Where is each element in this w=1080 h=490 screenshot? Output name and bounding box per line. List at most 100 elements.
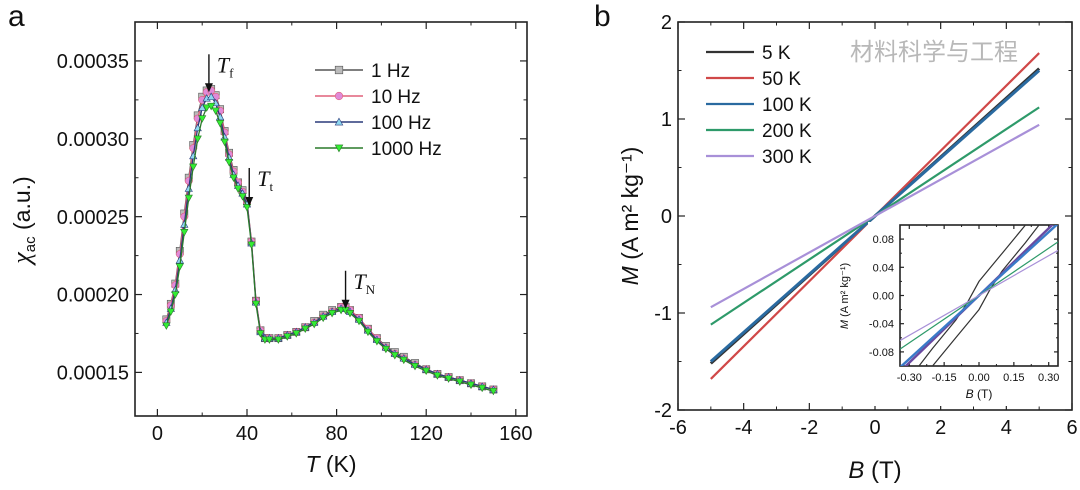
- series-line: [931, 225, 1040, 366]
- y-tick-label: -1: [654, 303, 672, 325]
- x-tick-label: 2: [935, 417, 946, 439]
- series-line: [165, 105, 494, 392]
- x-tick-label: 6: [1066, 417, 1077, 439]
- y-tick-label: 0.00020: [57, 285, 129, 307]
- data-point: [180, 220, 189, 228]
- annotation-subscript: t: [269, 179, 273, 194]
- data-point: [162, 322, 171, 330]
- data-point: [455, 378, 464, 386]
- arrow-head: [204, 83, 213, 93]
- x-tick-label: 0: [869, 417, 880, 439]
- inset-background: [868, 222, 1068, 406]
- inset-y-axis-unit: (A m² kg⁻¹): [839, 263, 851, 320]
- data-point: [198, 103, 207, 111]
- series-line: [165, 95, 494, 391]
- data-point: [310, 320, 319, 329]
- x-tick-label: 4: [1001, 417, 1012, 439]
- panel-label-a: a: [8, 0, 25, 33]
- legend-item: 100 Hz: [315, 113, 431, 134]
- annotation-subscript: N: [366, 282, 376, 297]
- data-point: [422, 367, 431, 376]
- legend-item: 50 K: [706, 69, 801, 90]
- legend-label: 100 Hz: [371, 113, 431, 134]
- data-point: [189, 163, 198, 172]
- y-tick-label: 2: [661, 12, 672, 34]
- x-tick-label: -6: [669, 417, 687, 439]
- data-point: [265, 336, 274, 344]
- data-point: [354, 317, 364, 326]
- data-point: [301, 325, 310, 334]
- data-point: [166, 308, 175, 316]
- legend-label: 5 K: [762, 43, 791, 64]
- x-tick-label: 0.00: [968, 372, 989, 384]
- y-tick-label: 1: [661, 109, 672, 131]
- annotation-label: TN: [354, 269, 376, 297]
- annotation-subscript: f: [229, 65, 234, 80]
- data-point: [345, 310, 355, 318]
- data-point: [363, 328, 373, 337]
- panel-label-b: b: [594, 0, 611, 33]
- annotation-label: Tf: [217, 52, 234, 80]
- data-point: [193, 135, 202, 144]
- data-point: [410, 362, 420, 371]
- data-point: [319, 314, 328, 323]
- y-tick-label: 0.00025: [57, 207, 129, 229]
- plot-frame: [677, 21, 1073, 411]
- y-tick-label: 0.00035: [57, 51, 129, 73]
- y-tick-label: 0.00030: [57, 129, 129, 151]
- data-point: [381, 345, 390, 354]
- y-tick-label: 0.08: [873, 234, 894, 246]
- data-point: [184, 184, 193, 192]
- legend-label: 50 K: [762, 69, 801, 90]
- data-point: [207, 92, 216, 100]
- x-tick-label: 0: [152, 423, 163, 445]
- y-axis-label: M (A m² kg⁻¹): [617, 147, 643, 286]
- y-axis-var: χ: [7, 252, 36, 267]
- arrow-head: [341, 299, 350, 309]
- data-point: [238, 193, 247, 201]
- x-axis-var: T: [305, 451, 321, 477]
- data-point: [251, 300, 261, 309]
- chart-b-inset: -0.30 -0.15 0.00 0.15 0.30 -0.08 -0.04 0.00 0.04…: [839, 222, 1068, 406]
- plot-area: [900, 225, 1058, 366]
- legend-label: 200 K: [762, 121, 812, 142]
- x-tick-label: 160: [499, 423, 532, 445]
- y-axis-label: χac (a.u.): [7, 176, 39, 266]
- data-point: [233, 185, 243, 193]
- data-point: [334, 144, 344, 153]
- inset-x-axis-var: B: [966, 387, 974, 401]
- data-point: [220, 138, 229, 147]
- x-tick-label: 40: [236, 423, 258, 445]
- x-tick-label: 0.15: [1003, 372, 1024, 384]
- plot-area: [162, 85, 498, 396]
- y-axis-unit: (A m² kg⁻¹): [617, 147, 643, 266]
- arrow-head: [245, 196, 254, 206]
- data-point: [224, 158, 234, 167]
- inset-x-axis-label: B (T): [966, 387, 993, 401]
- data-point: [390, 352, 399, 360]
- legend-label: 300 K: [762, 147, 812, 168]
- data-point: [207, 102, 216, 111]
- x-tick-label: -0.15: [932, 372, 957, 384]
- watermark: 材料科学与工程: [850, 39, 1018, 66]
- legend-item: 1 Hz: [315, 61, 410, 82]
- legend-label: 100 K: [762, 95, 812, 116]
- chart-a: 0 40 80 120 160 0.00015 0.00020 0.00025 0.00030 0…: [7, 21, 532, 477]
- legend-label: 1000 Hz: [371, 139, 442, 160]
- data-point: [229, 174, 238, 182]
- x-axis-label: B (T): [848, 457, 901, 484]
- data-point: [478, 384, 487, 393]
- plot-frame: [134, 21, 528, 417]
- y-tick-label: 0.04: [873, 262, 894, 274]
- data-point: [334, 65, 344, 75]
- legend-item: 200 K: [706, 121, 812, 142]
- y-axis-var: M: [617, 265, 643, 285]
- series-line: [710, 123, 1040, 309]
- legend-item: 100 K: [706, 95, 812, 116]
- y-tick-label: 0.00: [873, 290, 894, 302]
- series-line: [918, 225, 1027, 366]
- data-point: [334, 91, 344, 101]
- data-point: [466, 381, 476, 390]
- x-axis-unit: (T): [864, 457, 901, 484]
